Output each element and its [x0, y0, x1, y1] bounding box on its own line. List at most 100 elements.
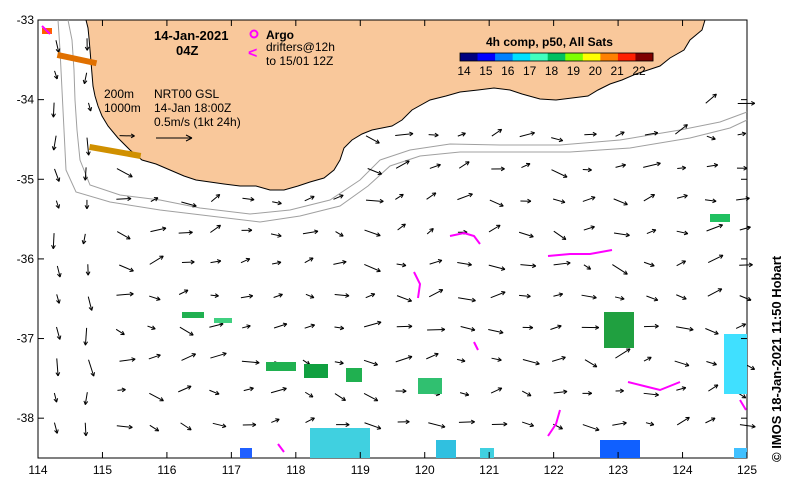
current-arrowhead — [216, 224, 221, 230]
current-arrow — [272, 261, 282, 265]
product-label: NRT00 GSL — [154, 87, 219, 101]
drifter-legend-icon: < — [248, 45, 257, 62]
current-arrow — [243, 387, 254, 392]
current-arrowhead — [653, 296, 659, 302]
current-arrowhead — [405, 419, 410, 425]
current-arrowhead — [402, 388, 407, 394]
colorbar-segment — [635, 53, 654, 61]
x-tick-label: 114 — [28, 463, 47, 477]
current-arrowhead — [461, 358, 466, 363]
current-arrowhead — [625, 232, 630, 238]
current-arrowhead — [154, 427, 160, 432]
map-date: 14-Jan-2021 — [154, 28, 228, 43]
current-arrow — [674, 360, 690, 367]
current-arrowhead — [741, 394, 747, 399]
current-arrow — [149, 392, 164, 402]
current-arrowhead — [245, 257, 251, 263]
current-arrow — [583, 226, 595, 231]
colorbar-tick-label: 14 — [457, 64, 471, 78]
current-arrowhead — [84, 205, 90, 210]
current-arrowhead — [441, 423, 446, 429]
current-arrow — [56, 294, 60, 304]
current-arrow — [116, 231, 131, 240]
x-tick-label: 118 — [286, 463, 305, 477]
current-arrowhead — [653, 130, 659, 136]
current-arrowhead — [748, 262, 753, 268]
current-arrowhead — [622, 420, 627, 426]
current-arrow — [56, 265, 61, 278]
current-arrow — [210, 224, 221, 233]
sst-patch — [436, 440, 456, 458]
current-arrowhead — [249, 386, 254, 392]
argo-legend-icon — [249, 29, 259, 39]
current-arrow — [643, 392, 659, 396]
colorbar-segment — [530, 53, 549, 61]
current-arrowhead — [377, 170, 383, 176]
current-arrowhead — [591, 196, 596, 201]
current-arrowhead — [620, 131, 625, 136]
current-arrowhead — [470, 419, 475, 425]
current-arrow — [209, 323, 224, 328]
current-arrow — [304, 195, 315, 202]
current-arrow — [426, 353, 439, 360]
current-arrow — [55, 40, 60, 53]
sst-patch — [418, 378, 442, 394]
current-arrowhead — [741, 323, 747, 328]
current-arrow — [739, 226, 751, 231]
current-arrowhead — [51, 146, 57, 151]
current-arrowhead — [183, 289, 189, 294]
current-arrowhead — [309, 257, 314, 262]
colorbar-ticks: 14 15 16 17 18 19 20 21 22 — [457, 64, 646, 78]
current-arrowhead — [90, 372, 96, 377]
x-axis: 114 115 116 117 118 119 120 121 122 123 124 125 — [28, 20, 757, 477]
x-tick-label: 116 — [157, 463, 176, 477]
current-arrowhead — [214, 293, 219, 298]
current-arrowhead — [561, 356, 566, 361]
current-arrow — [643, 356, 652, 362]
current-arrow — [119, 264, 134, 272]
current-arrow — [395, 356, 413, 363]
current-arrowhead — [501, 290, 506, 296]
current-arrow — [367, 168, 382, 175]
current-arrowhead — [215, 193, 221, 199]
current-arrow — [518, 231, 534, 238]
current-arrow — [209, 389, 220, 395]
current-arrow — [52, 233, 55, 249]
current-arrowhead — [277, 260, 282, 266]
colorbar-tick-label: 20 — [589, 64, 603, 78]
current-arrowhead — [714, 330, 719, 335]
current-arrow — [429, 259, 443, 265]
current-arrow — [643, 162, 661, 168]
current-arrowhead — [560, 199, 566, 204]
current-arrowhead — [341, 396, 346, 401]
current-arrow — [643, 194, 655, 202]
current-arrowhead — [401, 223, 406, 228]
current-arrow — [364, 263, 381, 272]
current-arrow — [613, 198, 628, 206]
current-arrowhead — [278, 293, 283, 298]
current-arrowhead — [649, 421, 655, 427]
current-arrow — [304, 257, 314, 264]
current-arrow — [116, 198, 132, 200]
current-arrowhead — [712, 93, 717, 99]
sst-patch — [56, 51, 98, 67]
current-arrowhead — [86, 151, 91, 156]
current-arrowhead — [590, 225, 595, 230]
current-arrowhead — [222, 352, 227, 357]
current-arrowhead — [434, 352, 439, 358]
current-arrow — [583, 264, 591, 270]
current-arrow — [676, 416, 690, 426]
contour-200m-label: 200m — [104, 87, 134, 101]
current-arrow — [181, 201, 197, 207]
current-arrow — [735, 323, 746, 329]
current-arrow — [553, 262, 571, 266]
current-arrow — [53, 135, 57, 151]
current-arrowhead — [503, 421, 508, 427]
x-tick-label: 123 — [608, 463, 628, 477]
current-arrowhead — [654, 392, 659, 398]
current-arrowhead — [623, 201, 628, 206]
current-arrowhead — [689, 326, 694, 332]
current-arrow — [584, 359, 598, 368]
colorbar-segment — [565, 53, 584, 61]
current-arrowhead — [187, 426, 192, 431]
